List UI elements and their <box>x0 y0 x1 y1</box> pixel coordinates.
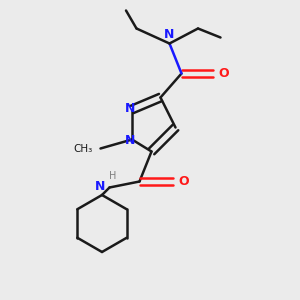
Text: N: N <box>125 134 136 148</box>
Text: O: O <box>178 175 188 188</box>
Text: H: H <box>109 171 116 181</box>
Text: N: N <box>94 179 105 193</box>
Text: O: O <box>218 67 229 80</box>
Text: N: N <box>164 28 175 41</box>
Text: N: N <box>125 101 136 115</box>
Text: CH₃: CH₃ <box>74 143 93 154</box>
